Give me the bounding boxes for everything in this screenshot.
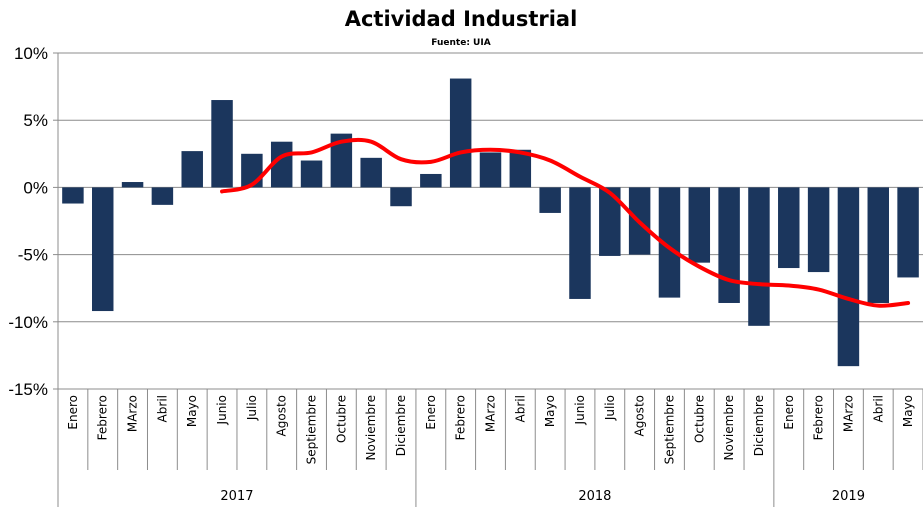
y-tick-labels: 10% 5% 0% -5% -10% -15% — [8, 44, 48, 399]
x-tick-label: MArzo — [126, 395, 140, 432]
x-tick-label: Octubre — [692, 395, 706, 443]
year-labels: 2017 2018 2019 — [220, 489, 865, 504]
x-tick-label: Mayo — [543, 395, 557, 427]
x-tick-label: Enero — [782, 395, 796, 430]
year-label: 2017 — [220, 489, 253, 504]
bar — [778, 187, 800, 269]
x-tick-labels: Enero Febrero MArzo Abril Mayo Junio Julio Agos… — [66, 395, 915, 464]
chart-subtitle: Fuente: UIA — [431, 38, 490, 48]
x-tick-label: Abril — [871, 395, 885, 422]
y-tick-label: -10% — [8, 313, 48, 332]
bar — [718, 187, 740, 303]
year-label: 2019 — [832, 489, 865, 504]
bar — [509, 149, 532, 188]
bar — [181, 151, 203, 188]
x-tick-label: Julio — [603, 395, 617, 421]
x-tick-label: Diciembre — [752, 395, 766, 456]
year-label: 2018 — [578, 489, 611, 504]
bar — [599, 187, 621, 256]
trend-line — [220, 137, 911, 308]
y-tick-label: -5% — [18, 246, 48, 265]
bar — [300, 160, 323, 188]
x-tick-label: Junio — [215, 395, 229, 425]
x-tick-label: Septiembre — [305, 395, 319, 464]
x-tick-label: Agosto — [633, 395, 647, 436]
y-tick-label: 10% — [14, 44, 48, 63]
x-tick-label: Junio — [573, 395, 587, 425]
x-tick-label: MArzo — [484, 395, 498, 432]
x-tick-label: Diciembre — [394, 395, 408, 456]
y-tick-label: 5% — [23, 111, 48, 130]
bar — [330, 133, 353, 188]
bar-series — [62, 78, 919, 367]
x-tick-label: Mayo — [185, 395, 199, 427]
x-tick-label: Octubre — [334, 395, 348, 443]
bar — [449, 78, 472, 188]
x-tick-label: Julio — [245, 395, 259, 421]
bar — [390, 187, 412, 207]
bar — [658, 187, 681, 298]
bar — [92, 187, 114, 312]
x-tick-label: Febrero — [812, 395, 826, 440]
bar — [897, 187, 919, 278]
bar — [360, 157, 382, 188]
bar — [688, 187, 711, 263]
bar — [867, 187, 889, 303]
x-tick-label: Septiembre — [662, 395, 676, 464]
x-tick-label: Agosto — [275, 395, 289, 436]
y-tick-label: 0% — [23, 178, 48, 197]
bar — [211, 100, 233, 188]
x-tick-label: Noviembre — [364, 395, 378, 461]
bar — [62, 187, 84, 204]
y-tick-label: -15% — [8, 380, 48, 399]
chart-title: Actividad Industrial — [345, 7, 578, 31]
bar — [748, 187, 770, 326]
bar — [569, 187, 591, 299]
x-tick-label: Abril — [513, 395, 527, 422]
axes — [53, 52, 923, 507]
bar — [151, 187, 174, 205]
line-series — [220, 137, 911, 308]
bar — [121, 182, 144, 188]
bar — [539, 187, 561, 213]
x-tick-label: Enero — [66, 395, 80, 430]
x-tick-label: Abril — [155, 395, 169, 422]
x-tick-label: MArzo — [841, 395, 855, 432]
x-tick-label: Febrero — [454, 395, 468, 440]
x-tick-label: Mayo — [901, 395, 915, 427]
x-tick-label: Enero — [424, 395, 438, 430]
x-tick-label: Febrero — [96, 395, 110, 440]
bar — [837, 187, 860, 367]
bar — [420, 173, 442, 188]
bar — [807, 187, 830, 273]
x-tick-label: Noviembre — [722, 395, 736, 461]
bar — [479, 152, 502, 188]
